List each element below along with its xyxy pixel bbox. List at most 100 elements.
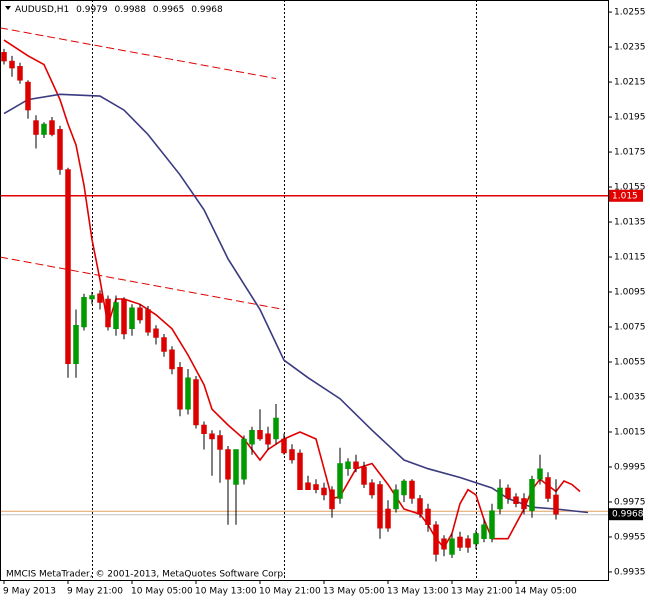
candle-body [465,538,471,548]
x-tick-label: 14 May 05:00 [515,587,577,597]
candle-body [481,524,487,539]
level-label: 1.015 [612,191,638,201]
plot-area [0,0,608,580]
candle-body [105,298,111,328]
candle-body [49,120,55,135]
candle-body [505,487,511,499]
y-tick-label: 1.0135 [614,218,646,228]
candle-body [513,496,519,504]
y-tick-label: 1.0155 [614,183,646,193]
candle-body [201,424,207,434]
y-tick-label: 1.0215 [614,78,646,88]
candle-body [409,480,415,499]
bid-label-box [609,508,643,521]
x-tick-label: 13 May 21:00 [451,587,513,597]
candle-body [393,489,399,510]
candle-body [345,461,351,469]
x-tick-label: 10 May 13:00 [195,587,257,597]
candle-body [265,433,271,445]
candle-body [129,307,135,330]
candle-body [249,429,255,445]
candle-body [257,429,263,440]
candle-body [425,508,431,525]
copyright: MMCIS MetaTrader, © 2001-2013, MetaQuote… [6,570,286,580]
y-tick-label: 1.0075 [614,323,646,333]
y-tick-label: 1.0055 [614,357,646,367]
candle-body [25,81,31,111]
candle-body [177,366,183,410]
y-tick-label: 0.9995 [614,462,646,472]
candle-body [497,487,503,510]
y-tick-label: 0.9935 [614,567,646,577]
symbol: AUDUSD,H1 [15,5,69,15]
last-high: 0.9988 [115,5,147,15]
x-tick-label: 9 May 21:00 [67,587,123,597]
plot-frame [0,0,609,581]
candle-body [433,524,439,555]
candle-body [305,482,311,490]
candle-body [193,379,199,426]
candle-body [385,508,391,529]
candle-body [153,328,159,338]
menu-icon [5,6,11,10]
candle-body [489,510,495,539]
last-low: 0.9965 [153,5,185,15]
last-close: 0.9968 [191,5,223,15]
y-tick-label: 1.0235 [614,43,646,53]
candle-body [337,463,343,499]
candle-body [537,468,543,480]
candle-body [329,489,335,510]
candle-body [209,433,215,440]
candle-body [289,449,295,461]
candle-body [369,482,375,496]
y-tick-label: 0.9955 [614,532,646,542]
candle-body [121,298,127,335]
candle-body [545,477,551,499]
candle-body [521,498,527,510]
candle-body [57,129,63,170]
x-tick-label: 10 May 21:00 [259,587,321,597]
x-tick-label: 13 May 05:00 [323,587,385,597]
candle-body [33,120,39,135]
candle-body [353,461,359,469]
candle-body [529,478,535,511]
candle-body [473,533,479,545]
trend-line [0,256,285,310]
candle-body [417,498,423,515]
candle-body [73,325,79,364]
bid-label: 0.9968 [612,510,644,520]
level-label-box [609,189,643,202]
candle-body [297,452,303,490]
y-tick-label: 1.0195 [614,113,646,123]
candle-body [273,417,279,440]
candle-body [185,377,191,410]
y-tick-label: 1.0095 [614,288,646,298]
candle-body [281,438,287,454]
y-tick-label: 1.0255 [614,8,646,18]
y-tick-label: 1.0115 [614,253,646,263]
last-open: 0.9979 [76,5,108,15]
candle-body [233,449,239,485]
candle-body [441,538,447,550]
candle-body [225,449,231,480]
y-tick-label: 1.0015 [614,427,646,437]
candle-body [145,309,151,333]
candle-body [41,123,47,135]
trend-line [0,27,277,80]
candle-body [113,302,119,330]
candle-body [81,297,87,328]
x-tick-label: 10 May 05:00 [131,587,193,597]
candle-body [457,536,463,548]
candle-body [89,295,95,300]
candle-body [449,538,455,555]
candle-body [161,337,167,352]
candle-body [321,487,327,496]
candle-body [17,66,23,81]
candle-body [137,307,143,321]
candle-body [97,293,103,303]
x-tick-label: 13 May 13:00 [387,587,449,597]
candle-body [241,438,247,480]
y-tick-label: 1.0035 [614,392,646,402]
y-tick-label: 0.9975 [614,497,646,507]
